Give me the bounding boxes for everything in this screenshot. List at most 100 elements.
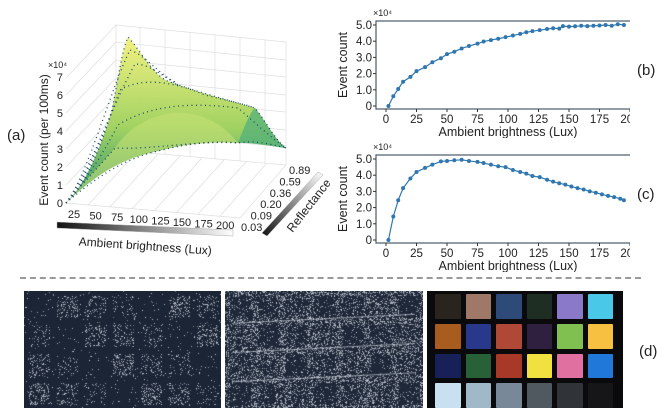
x-tick-label: 75 bbox=[471, 248, 484, 260]
panel-label-b: (b) bbox=[637, 62, 656, 79]
data-point bbox=[551, 179, 556, 184]
data-point bbox=[618, 196, 623, 201]
data-point bbox=[530, 174, 535, 179]
checker-patch bbox=[526, 353, 552, 379]
checker-patch bbox=[435, 383, 461, 408]
z-axis-label: Event count (per 100ms) bbox=[37, 74, 51, 205]
data-point bbox=[475, 41, 480, 46]
checker-patch bbox=[557, 383, 583, 408]
panel-label-c: (c) bbox=[637, 186, 655, 203]
event-image-2 bbox=[225, 291, 423, 408]
z-tick-labels: 0 1 2 3 4 5 6 7 bbox=[57, 72, 63, 210]
data-point bbox=[452, 49, 457, 54]
y-axis-label: Event count bbox=[336, 31, 350, 98]
data-point bbox=[496, 164, 501, 169]
checker-patch bbox=[496, 294, 522, 319]
checker-patch bbox=[526, 294, 552, 319]
data-point bbox=[401, 186, 406, 191]
checker-patch bbox=[465, 383, 491, 408]
data-point bbox=[503, 35, 508, 40]
z-tick-label: 6 bbox=[57, 90, 63, 102]
checker-patch bbox=[435, 353, 461, 379]
data-point bbox=[510, 33, 515, 38]
data-point bbox=[518, 169, 523, 174]
data-point bbox=[593, 190, 598, 195]
data-point bbox=[615, 22, 620, 27]
data-point bbox=[423, 65, 428, 70]
plot-frame bbox=[375, 20, 630, 110]
checker-patch bbox=[496, 323, 522, 349]
checker-patch bbox=[526, 383, 552, 408]
data-point bbox=[587, 189, 592, 194]
data-point bbox=[452, 158, 457, 163]
data-point bbox=[488, 38, 493, 43]
checker-patch bbox=[526, 323, 552, 349]
checker-patch bbox=[435, 323, 461, 349]
data-point bbox=[537, 175, 542, 180]
z-tick-label: 7 bbox=[57, 72, 63, 84]
x-axis-label: Ambient brightness (Lux) bbox=[78, 234, 212, 257]
y-tick-label: 0.20 bbox=[260, 199, 281, 211]
checker-patch bbox=[496, 353, 522, 379]
y-multiplier: ×10⁴ bbox=[373, 8, 392, 18]
data-point bbox=[518, 31, 523, 36]
data-point bbox=[563, 182, 568, 187]
data-point bbox=[408, 176, 413, 181]
data-point bbox=[510, 168, 515, 173]
data-point bbox=[603, 23, 608, 27]
data-point bbox=[569, 184, 574, 189]
data-point bbox=[408, 74, 413, 79]
y-tick-label: 3.0 bbox=[356, 186, 372, 198]
y-tick-label: 4.0 bbox=[356, 170, 372, 182]
z-tick-label: 4 bbox=[57, 126, 63, 138]
data-point bbox=[551, 26, 556, 31]
z-tick-label: 0 bbox=[57, 198, 63, 210]
y-tick-label: 0 bbox=[366, 101, 372, 113]
checker-patch bbox=[465, 294, 491, 319]
data-point bbox=[386, 104, 391, 108]
data-point bbox=[475, 159, 480, 164]
y-tick-label: 0.09 bbox=[251, 211, 272, 223]
x-tick-label: 0 bbox=[383, 248, 389, 260]
surface bbox=[66, 37, 286, 203]
surface-dotted-lines bbox=[65, 35, 287, 204]
z-tick-label: 2 bbox=[57, 162, 63, 174]
data-point bbox=[612, 195, 617, 200]
data-point bbox=[481, 39, 486, 44]
x-tick-label: 0 bbox=[383, 114, 389, 126]
y-tick-label: 0.36 bbox=[270, 188, 291, 200]
data-point bbox=[567, 24, 571, 29]
color-checker-image bbox=[427, 291, 623, 408]
checker-patch bbox=[465, 323, 491, 349]
x-tick-label: 25 bbox=[68, 209, 80, 221]
data-point bbox=[537, 28, 542, 33]
checker-patch bbox=[435, 294, 461, 319]
data-point bbox=[391, 94, 396, 99]
x-tick-label: 175 bbox=[194, 219, 212, 231]
data-point bbox=[524, 171, 529, 176]
x-tick-label: 25 bbox=[410, 114, 423, 126]
data-point bbox=[459, 46, 464, 51]
x-tick-label: 200 bbox=[620, 248, 630, 260]
data-point bbox=[414, 169, 419, 174]
data-point bbox=[466, 44, 471, 49]
y-tick-label: 0.59 bbox=[279, 176, 300, 188]
y-gradient-bar bbox=[261, 171, 324, 237]
x-tick-label: 50 bbox=[441, 114, 454, 126]
y-tick-label: 3.0 bbox=[356, 52, 372, 64]
data-point bbox=[396, 198, 401, 203]
y-multiplier: ×10⁴ bbox=[373, 142, 392, 152]
checker-patch bbox=[557, 294, 583, 319]
x-tick-label: 50 bbox=[441, 248, 454, 260]
data-point bbox=[606, 193, 611, 198]
y-tick-label: 0.03 bbox=[241, 222, 262, 234]
checker-patch bbox=[557, 323, 583, 349]
data-point bbox=[545, 27, 550, 32]
data-point bbox=[414, 69, 419, 74]
data-point bbox=[573, 24, 578, 29]
y-tick-labels: 0.030.090.200.360.590.89 bbox=[241, 165, 310, 234]
checker-patch bbox=[587, 294, 613, 319]
panel-label-d: (d) bbox=[639, 343, 658, 360]
data-point bbox=[488, 162, 493, 167]
data-point bbox=[585, 24, 590, 29]
